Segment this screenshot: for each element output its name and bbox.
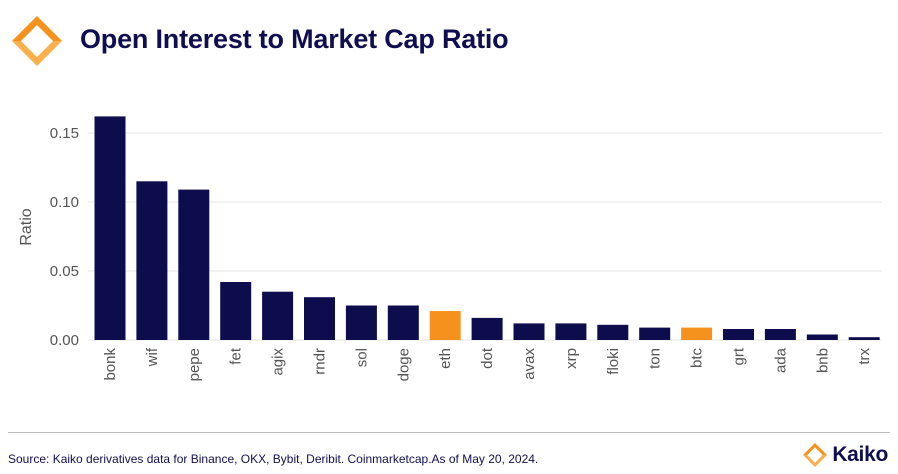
x-tick-label: bonk: [102, 348, 119, 381]
bar-fet: [220, 282, 252, 340]
x-tick-label: xrp: [563, 348, 580, 369]
bar-avax: [513, 323, 545, 340]
bar-xrp: [555, 323, 587, 340]
x-tick-label: wif: [144, 347, 161, 367]
bar-agix: [262, 291, 294, 340]
y-tick-label: 0.00: [50, 332, 79, 349]
bar-doge: [387, 305, 419, 340]
bar-dot: [471, 317, 503, 340]
x-tick-label: btc: [689, 348, 706, 369]
y-tick-label: 0.10: [50, 194, 79, 211]
x-tick-label: avax: [521, 348, 538, 380]
y-tick-label: 0.15: [50, 125, 79, 142]
chart-header: Open Interest to Market Cap Ratio: [0, 0, 898, 80]
y-axis-label: Ratio: [18, 208, 35, 245]
bar-eth: [429, 311, 461, 340]
bar-sol: [345, 305, 377, 340]
kaiko-logo-icon: [12, 16, 62, 66]
x-tick-label: doge: [395, 348, 412, 381]
x-tick-label: eth: [437, 348, 454, 369]
footer-divider: [8, 432, 890, 433]
x-tick-label: bnb: [814, 348, 831, 373]
x-axis-categories: bonk wif pepe fet agix rndr sol doge eth dot avax x…: [102, 347, 873, 381]
bar-btc: [681, 327, 713, 340]
bar-bonk: [94, 116, 126, 341]
x-tick-label: sol: [353, 348, 370, 367]
bar-ada: [764, 329, 796, 340]
x-tick-label: floki: [605, 348, 622, 375]
source-note: Source: Kaiko derivatives data for Binan…: [8, 452, 539, 466]
bar-rndr: [304, 297, 335, 340]
x-tick-label: agix: [270, 348, 287, 376]
x-tick-label: pepe: [186, 348, 203, 381]
x-tick-label: grt: [731, 347, 748, 365]
x-tick-label: ton: [647, 348, 664, 369]
x-tick-label: rndr: [312, 348, 329, 375]
bars: [94, 116, 880, 341]
kaiko-brand-icon: [803, 442, 828, 468]
bar-ton: [639, 327, 671, 340]
brand-logo: Kaiko: [802, 440, 888, 470]
bar-trx: [848, 337, 880, 340]
bar-grt: [723, 329, 754, 340]
brand-name: Kaiko: [832, 443, 888, 466]
bar-wif: [136, 181, 168, 340]
x-tick-label: ada: [772, 347, 789, 373]
bar-floki: [597, 324, 629, 340]
y-tick-label: 0.05: [50, 263, 79, 280]
x-tick-label: trx: [856, 348, 873, 365]
page-title: Open Interest to Market Cap Ratio: [80, 24, 509, 54]
bar-pepe: [178, 189, 210, 340]
y-axis-ticks: 0.00 0.05 0.10 0.15: [50, 125, 79, 349]
bar-bnb: [806, 334, 838, 340]
x-tick-label: dot: [479, 347, 496, 369]
x-tick-label: fet: [228, 347, 245, 365]
bar-chart: 0.00 0.05 0.10 0.15 bonk wif pepe fet agix rndr s…: [18, 116, 882, 381]
